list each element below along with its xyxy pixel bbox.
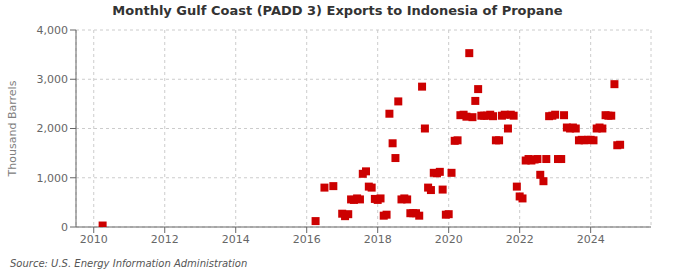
svg-text:2010: 2010 <box>80 233 108 246</box>
svg-text:2022: 2022 <box>506 233 534 246</box>
svg-text:3,000: 3,000 <box>37 73 69 86</box>
svg-text:2012: 2012 <box>151 233 179 246</box>
svg-text:2016: 2016 <box>293 233 321 246</box>
svg-text:2014: 2014 <box>222 233 250 246</box>
svg-text:2018: 2018 <box>364 233 392 246</box>
html-text:Source: U.S. Energy Informatio: Source: U.S. Energy Information Administ… <box>10 258 248 269</box>
svg-text:4,000: 4,000 <box>37 24 69 37</box>
html-text:Monthly Gulf Coast (PADD 3) Ex: Monthly Gulf Coast (PADD 3) Exports to I… <box>112 3 563 18</box>
svg-text:Thousand Barrels: Thousand Barrels <box>8 80 19 177</box>
svg-text:2020: 2020 <box>435 233 463 246</box>
svg-text:2,000: 2,000 <box>37 122 69 135</box>
svg-text:0: 0 <box>61 221 68 234</box>
svg-text:1,000: 1,000 <box>37 172 69 185</box>
svg-text:2024: 2024 <box>577 233 605 246</box>
